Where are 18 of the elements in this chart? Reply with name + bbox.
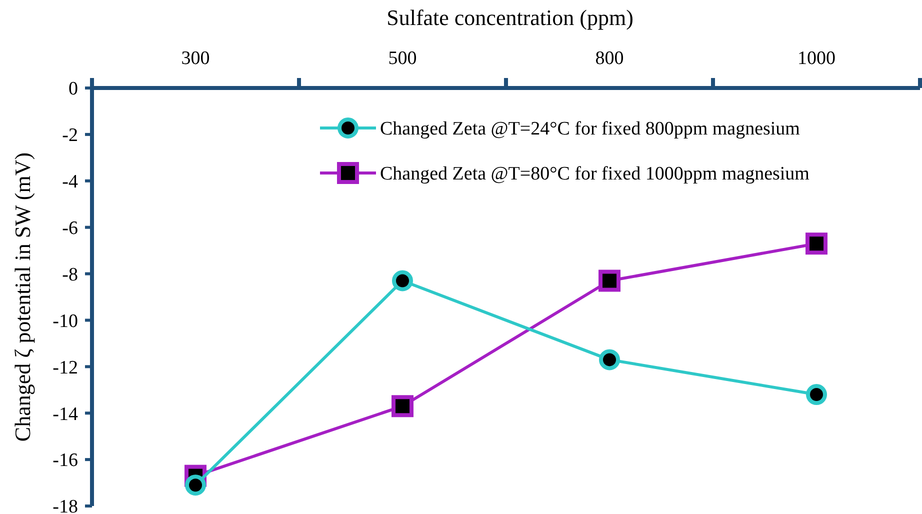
y-tick-label: -2 — [62, 125, 78, 146]
y-axis-title: Changed ζ potential in SW (mV) — [10, 152, 35, 442]
x-tick-label: 1000 — [798, 48, 836, 69]
legend-label: Changed Zeta @T=24°C for fixed 800ppm magnesium — [380, 118, 800, 140]
y-tick-label: -18 — [52, 496, 78, 514]
x-tick-label: 800 — [595, 48, 624, 69]
legend-label: Changed Zeta @T=80°C for fixed 1000ppm magnesium — [380, 164, 810, 185]
y-tick-label: -6 — [62, 218, 78, 239]
x-axis-title: Sulfate concentration (ppm) — [386, 5, 634, 30]
y-tick-label: -16 — [52, 450, 78, 472]
y-tick-label: -4 — [62, 172, 78, 193]
x-tick-label: 500 — [388, 48, 417, 69]
x-tick-label: 300 — [181, 48, 210, 69]
y-tick-label: -10 — [52, 310, 78, 332]
y-tick-label: -14 — [52, 404, 78, 425]
y-tick-label: 0 — [68, 78, 78, 100]
y-tick-label: -8 — [62, 264, 78, 286]
y-tick-label: -12 — [52, 357, 78, 378]
